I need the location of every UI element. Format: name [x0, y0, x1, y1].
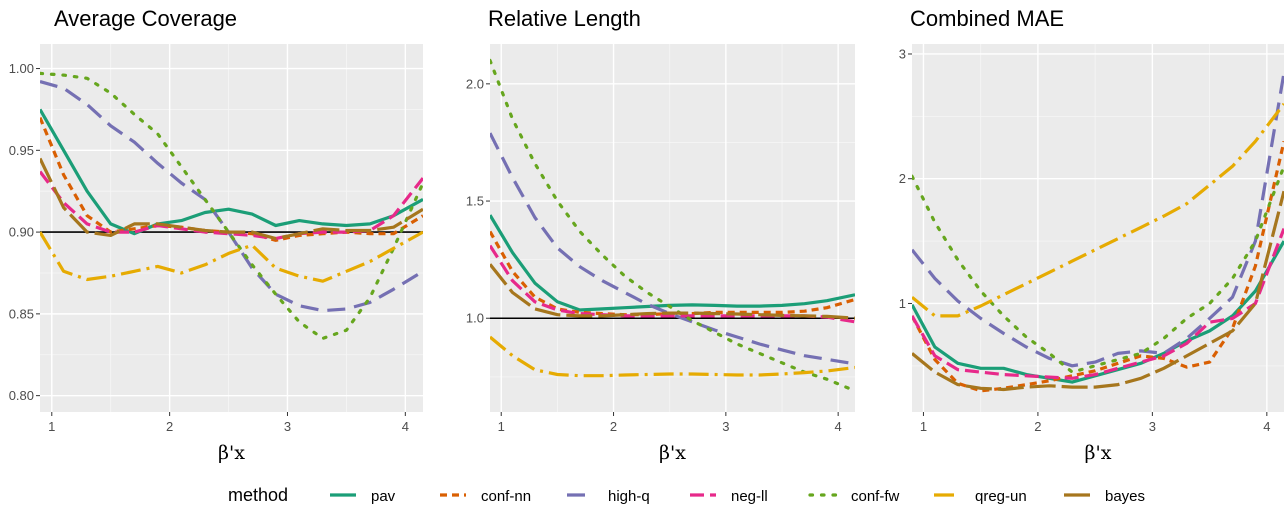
- series-line-bayes: [40, 157, 423, 241]
- x-tick-label: 1: [920, 419, 927, 434]
- series-line-neg-ll: [490, 244, 855, 324]
- panel-1: 1 2 3 4 0.80 0.85 0.90 0.95 1.00 Average Coverage…: [9, 6, 423, 464]
- legend-label-pav: pav: [371, 488, 396, 505]
- y-tick-label: 0.80: [9, 388, 34, 403]
- y-tick-label: 1.5: [466, 194, 484, 209]
- legend-item-conf-fw: conf-fw: [808, 488, 900, 505]
- legend-label-high-q: high-q: [608, 488, 650, 505]
- panel-title: Combined MAE: [910, 6, 1064, 31]
- legend-label-conf-fw: conf-fw: [851, 488, 900, 505]
- panel-background: [490, 44, 855, 412]
- series-line-high-q: [490, 132, 855, 366]
- x-tick-label: 1: [48, 419, 55, 434]
- series-line-qreg-un: [40, 230, 423, 283]
- legend: method pav conf-nn high-q neg-ll conf-fw qreg-…: [228, 485, 1145, 505]
- series-line-qreg-un: [490, 335, 855, 378]
- panel-3: 1 2 3 4 1 2 3 Combined MAE β'x: [899, 6, 1284, 464]
- x-tick-label: 2: [166, 419, 173, 434]
- series-line-bayes: [490, 263, 855, 320]
- y-tick-label: 1: [899, 296, 906, 311]
- x-axis-label: β'x: [1085, 442, 1112, 464]
- y-tick-label: 2: [899, 171, 906, 186]
- x-tick-label: 3: [284, 419, 291, 434]
- x-tick-label: 3: [722, 419, 729, 434]
- legend-label-neg-ll: neg-ll: [731, 488, 768, 505]
- y-tick-label: 0.95: [9, 143, 34, 158]
- x-axis-label: β'x: [659, 442, 686, 464]
- x-tick-label: 4: [835, 419, 842, 434]
- panel-title: Average Coverage: [54, 6, 237, 31]
- legend-item-high-q: high-q: [567, 488, 650, 505]
- panel-background: [40, 44, 423, 412]
- y-tick-label: 3: [899, 46, 906, 61]
- legend-label-conf-nn: conf-nn: [481, 488, 531, 505]
- panel-2: 1 2 3 4 1.0 1.5 2.0 Relative Length β'x: [466, 6, 855, 464]
- legend-item-conf-nn: conf-nn: [440, 488, 531, 505]
- legend-label-bayes: bayes: [1105, 488, 1145, 505]
- series-line-conf-fw: [40, 71, 423, 340]
- x-axis-label: β'x: [218, 442, 245, 464]
- legend-item-neg-ll: neg-ll: [690, 488, 768, 505]
- x-tick-label: 3: [1149, 419, 1156, 434]
- panel-title: Relative Length: [488, 6, 641, 31]
- series-line-pav: [40, 108, 423, 236]
- y-tick-label: 1.0: [466, 311, 484, 326]
- x-tick-label: 2: [1034, 419, 1041, 434]
- legend-item-pav: pav: [330, 488, 396, 505]
- y-tick-label: 0.90: [9, 225, 34, 240]
- legend-item-qreg-un: qreg-un: [934, 488, 1027, 505]
- x-tick-label: 1: [498, 419, 505, 434]
- x-tick-label: 2: [610, 419, 617, 434]
- series-line-conf-fw: [912, 164, 1284, 374]
- legend-item-bayes: bayes: [1064, 488, 1145, 505]
- legend-label-qreg-un: qreg-un: [975, 488, 1027, 505]
- y-tick-label: 2.0: [466, 76, 484, 91]
- series-line-bayes: [912, 190, 1284, 392]
- x-tick-label: 4: [1263, 419, 1270, 434]
- panel-background: [912, 44, 1284, 412]
- y-tick-label: 1.00: [9, 61, 34, 76]
- x-tick-label: 4: [402, 419, 409, 434]
- series-line-neg-ll: [912, 228, 1284, 380]
- series-line-high-q: [912, 72, 1284, 368]
- y-tick-label: 0.85: [9, 306, 34, 321]
- series-line-conf-fw: [490, 58, 855, 393]
- legend-title: method: [228, 485, 288, 505]
